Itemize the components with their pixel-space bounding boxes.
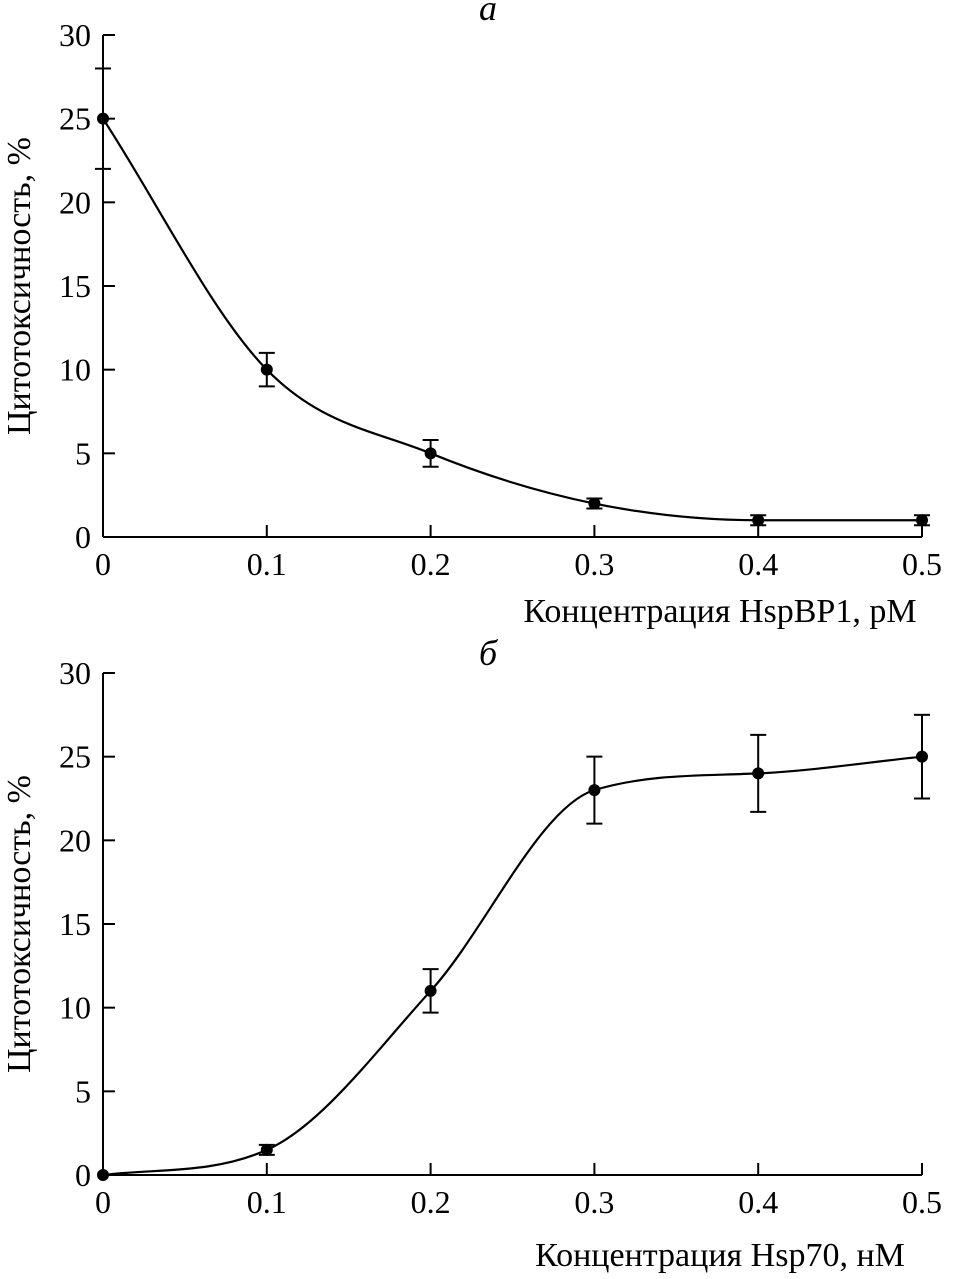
x-tick-label: 0: [95, 1184, 111, 1220]
x-tick-label: 0.1: [247, 1184, 287, 1220]
data-point: [97, 112, 109, 125]
data-point: [916, 750, 928, 763]
y-tick-label: 5: [75, 1073, 91, 1109]
chart-panel-a: 0 5 10 15 20 25 30 0 0.1 0.2 0.3 0.4 0.5 Концентрация…: [1, 0, 942, 630]
data-point: [588, 497, 601, 510]
x-tick-label: 0.2: [411, 546, 451, 582]
y-tick-label: 30: [59, 17, 91, 53]
x-axis-label: Концентрация Hsp70, нМ: [535, 1237, 905, 1274]
x-tick-label: 0.3: [574, 546, 614, 582]
data-point: [752, 514, 765, 527]
y-tick-label: 0: [75, 519, 91, 555]
y-tick-label: 10: [59, 990, 91, 1026]
y-tick-label: 5: [75, 435, 91, 471]
y-tick-label: 15: [59, 906, 91, 942]
chart-panel-b: 0 5 10 15 20 25 30 0 0.1 0.2 0.3 0.4 0.5 Концентрация…: [1, 633, 942, 1274]
x-axis-label: Концентрация HspBP1, pM: [523, 593, 916, 630]
panel-letter: а: [479, 0, 497, 28]
data-point: [752, 767, 765, 780]
x-tick-label: 0.4: [738, 546, 778, 582]
data-point: [424, 984, 437, 997]
data-point: [97, 1169, 109, 1181]
y-tick-label: 0: [75, 1157, 91, 1193]
y-tick-label: 10: [59, 352, 91, 388]
y-axis-label: Цитотоксичность, %: [1, 137, 38, 435]
data-point: [260, 1143, 273, 1156]
x-tick-label: 0.5: [902, 546, 942, 582]
y-axis-label: Цитотоксичность, %: [1, 775, 38, 1073]
y-tick-label: 20: [59, 184, 91, 220]
panel-letter: б: [479, 633, 499, 673]
series-curve: [102, 755, 923, 1177]
data-point: [916, 514, 928, 527]
y-tick-label: 25: [59, 101, 91, 137]
y-tick-label: 25: [59, 739, 91, 775]
data-point: [260, 363, 273, 376]
data-point: [424, 447, 437, 460]
series-curve: [102, 118, 922, 522]
x-tick-label: 0: [95, 546, 111, 582]
x-tick-label: 0.3: [574, 1184, 614, 1220]
x-tick-label: 0.5: [902, 1184, 942, 1220]
x-tick-label: 0.2: [411, 1184, 451, 1220]
x-tick-label: 0.4: [738, 1184, 778, 1220]
y-tick-label: 15: [59, 268, 91, 304]
y-tick-label: 30: [59, 655, 91, 691]
data-point: [588, 784, 601, 797]
x-tick-label: 0.1: [247, 546, 287, 582]
y-tick-label: 20: [59, 822, 91, 858]
